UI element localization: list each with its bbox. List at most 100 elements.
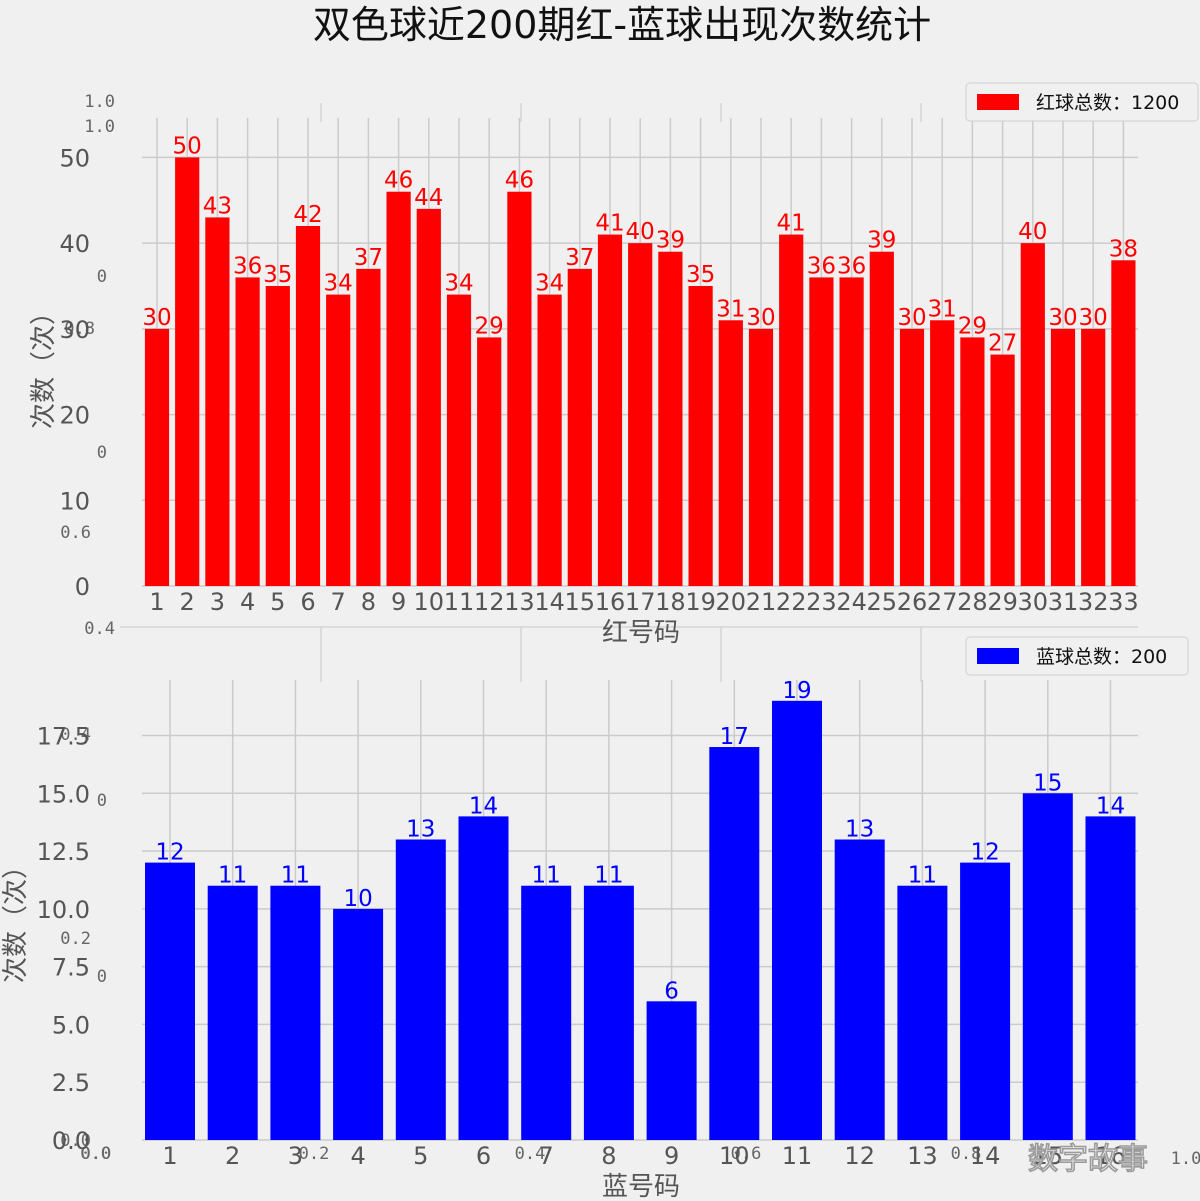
red-legend: 红球总数：1200 — [965, 82, 1199, 122]
blue-y-tick-label: 17.5 — [37, 722, 90, 750]
red-y-tick-label: 0 — [75, 573, 90, 601]
blue-y-tick-label: 5.0 — [52, 1011, 90, 1039]
blue-x-tick-label: 5 — [413, 1142, 428, 1170]
blue-y-axis-label: 次数（次） — [1, 853, 31, 983]
red-data-label: 36 — [807, 253, 836, 279]
ghost-left-tick: 0.2 — [60, 929, 91, 949]
blue-data-label: 11 — [594, 863, 623, 889]
red-x-tick-label: 32 — [1078, 588, 1109, 616]
red-x-axis-label: 红号码 — [602, 618, 680, 648]
red-bar — [779, 234, 804, 587]
blue-bar — [897, 885, 948, 1140]
red-data-label: 38 — [1109, 236, 1138, 262]
red-data-label: 41 — [595, 211, 624, 237]
blue-bar — [646, 1001, 697, 1140]
red-bar — [597, 234, 623, 587]
red-x-tick-label: 17 — [625, 588, 656, 616]
blue-bar — [145, 862, 195, 1140]
red-x-tick-label: 8 — [361, 588, 376, 616]
red-data-label: 40 — [1018, 219, 1047, 245]
blue-x-tick-label: 2 — [225, 1142, 240, 1170]
blue-x-tick-label: 9 — [664, 1142, 679, 1170]
blue-data-label: 12 — [155, 840, 184, 866]
red-data-label: 34 — [444, 271, 473, 297]
blue-chart-y-ticks: 0.0 2.5 5.0 7.5 10.0 12.5 15.0 17.5 — [37, 722, 90, 1155]
ghost-left-tick: 1.0 — [84, 92, 115, 112]
blue-data-label: 11 — [281, 863, 310, 889]
red-data-label: 35 — [686, 262, 715, 288]
red-data-label: 34 — [535, 271, 564, 297]
red-data-label: 42 — [293, 202, 322, 228]
ghost-left-tick: 0 — [97, 967, 107, 987]
watermark-text: 数字故事 — [1028, 1142, 1148, 1177]
blue-bar — [709, 747, 760, 1140]
blue-y-tick-label: 15.0 — [37, 780, 90, 808]
red-data-label: 29 — [958, 313, 987, 339]
blue-bar — [1085, 816, 1136, 1140]
blue-y-tick-label: 12.5 — [37, 838, 90, 866]
blue-data-label: 14 — [469, 793, 498, 819]
blue-x-tick-label: 14 — [970, 1142, 1001, 1170]
blue-legend: 蓝球总数：200 — [965, 636, 1189, 676]
red-x-tick-label: 12 — [474, 588, 505, 616]
blue-bar — [1022, 793, 1073, 1140]
red-bar — [990, 354, 1015, 586]
ghost-left-tick: 0.8 — [64, 319, 95, 339]
red-data-label: 40 — [626, 219, 655, 245]
red-bar — [175, 157, 200, 586]
blue-x-tick-label: 3 — [288, 1142, 303, 1170]
blue-x-tick-label: 6 — [476, 1142, 491, 1170]
blue-legend-swatch — [977, 648, 1019, 664]
blue-x-tick-label: 8 — [601, 1142, 616, 1170]
red-bar — [930, 320, 955, 586]
red-y-tick-label: 40 — [59, 230, 90, 258]
red-x-tick-label: 21 — [746, 588, 777, 616]
red-x-tick-label: 31 — [1048, 588, 1079, 616]
blue-legend-box — [965, 636, 1189, 676]
red-bar — [1081, 328, 1106, 586]
ghost-left-tick: 0.0 — [80, 1144, 111, 1164]
blue-data-label: 14 — [1096, 793, 1125, 819]
red-data-label: 31 — [928, 296, 957, 322]
blue-data-label: 6 — [664, 978, 679, 1004]
red-x-tick-label: 6 — [300, 588, 315, 616]
ghost-left-tick: 0 — [97, 791, 107, 811]
blue-y-tick-label: 7.5 — [52, 954, 90, 982]
ghost-left-tick: 0.0 — [60, 1131, 91, 1151]
red-bar — [416, 208, 441, 586]
red-x-tick-label: 1 — [149, 588, 164, 616]
red-data-label: 34 — [324, 271, 353, 297]
red-chart-bars — [144, 157, 1136, 587]
ghost-bottom-tick: 0.6 — [731, 1144, 762, 1164]
red-y-tick-label: 50 — [59, 144, 90, 172]
blue-data-label: 13 — [845, 816, 874, 842]
red-x-tick-label: 16 — [595, 588, 626, 616]
blue-y-tick-label: 0.0 — [52, 1127, 90, 1155]
blue-bar — [834, 839, 885, 1140]
ghost-bottom-tick: 0.8 — [951, 1144, 982, 1164]
red-data-label: 39 — [867, 228, 896, 254]
red-data-label: 37 — [565, 245, 594, 271]
red-bar — [477, 337, 502, 586]
blue-bar — [333, 908, 384, 1140]
blue-data-label: 11 — [218, 863, 247, 889]
blue-data-label: 15 — [1033, 770, 1062, 796]
blue-bar — [395, 839, 446, 1140]
red-bar — [235, 277, 260, 586]
red-bar — [144, 328, 170, 586]
blue-chart-data-labels: 12 11 11 10 13 14 11 11 6 17 19 13 11 12 15 14 — [155, 678, 1125, 1005]
blue-bar — [583, 885, 634, 1140]
blue-chart-x-ticks: 1 2 3 4 5 6 7 8 9 10 11 12 13 14 15 16 — [162, 1142, 1125, 1170]
red-x-tick-label: 3 — [210, 588, 225, 616]
red-bar — [688, 286, 713, 586]
red-bar — [628, 243, 653, 586]
red-x-tick-label: 29 — [987, 588, 1018, 616]
blue-bar — [521, 885, 572, 1140]
red-data-label: 36 — [837, 253, 866, 279]
blue-y-tick-label: 10.0 — [37, 896, 90, 924]
blue-x-tick-label: 15 — [1033, 1142, 1064, 1170]
red-legend-swatch — [977, 94, 1019, 110]
red-bar — [1020, 243, 1045, 586]
